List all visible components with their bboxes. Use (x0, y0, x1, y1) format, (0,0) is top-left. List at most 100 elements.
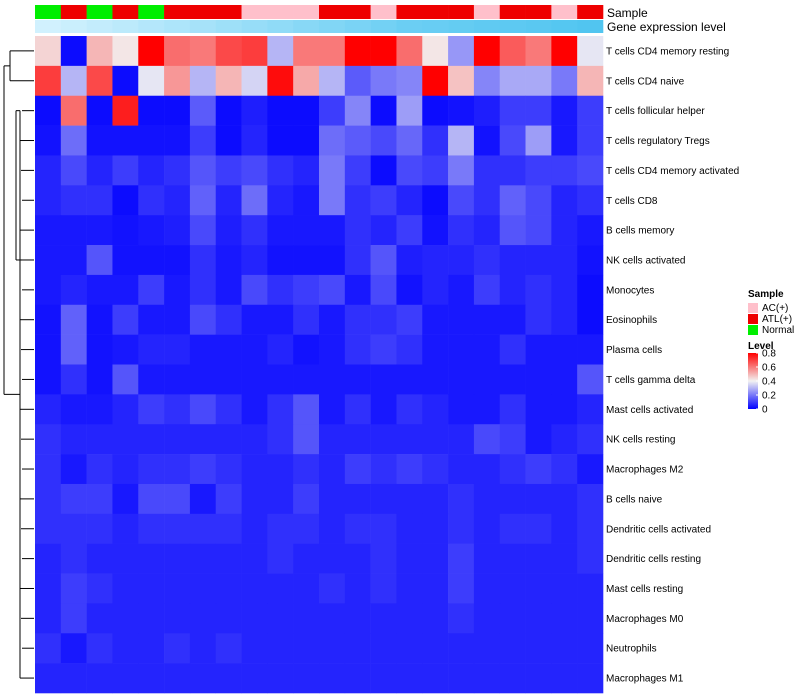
heatmap-cell (499, 513, 526, 544)
heatmap-cell (551, 633, 578, 664)
heatmap-cell (86, 215, 113, 246)
expression-annotation-cell (319, 20, 346, 33)
heatmap-cell (577, 36, 604, 67)
heatmap-cell (473, 573, 501, 604)
heatmap-cell (319, 454, 346, 485)
expression-annotation-cell (215, 20, 242, 33)
heatmap-cell (138, 95, 165, 126)
heatmap-cell (499, 543, 526, 574)
heatmap-cell (112, 304, 139, 335)
heatmap-cell (215, 543, 242, 574)
heatmap-cell (448, 65, 475, 97)
heatmap-cell (86, 454, 113, 485)
heatmap-cell (525, 603, 552, 634)
heatmap-cell (396, 633, 423, 664)
heatmap-cell (422, 543, 449, 574)
heatmap-cell (189, 245, 217, 276)
row-label: NK cells activated (606, 255, 685, 266)
heatmap-cell (473, 36, 501, 67)
heatmap-cell (344, 573, 371, 604)
heatmap-cell (396, 125, 423, 156)
heatmap-cell (35, 274, 62, 306)
heatmap-cell (499, 36, 526, 67)
heatmap-cell (267, 36, 294, 67)
heatmap-cell (577, 274, 604, 306)
heatmap-cell (525, 304, 552, 335)
heatmap-cell (35, 513, 62, 544)
heatmap-cell (164, 513, 191, 544)
heatmap-cell (112, 454, 139, 485)
heatmap-cell (525, 65, 552, 97)
heatmap-cell (319, 274, 346, 306)
expression-annotation-cell (396, 20, 423, 33)
heatmap-cell (189, 36, 217, 67)
heatmap-cell (293, 543, 320, 574)
heatmap-cell (241, 245, 268, 276)
heatmap-cell (112, 573, 139, 604)
heatmap-cell (551, 603, 578, 634)
heatmap-cell (396, 245, 423, 276)
heatmap-cell (35, 155, 62, 186)
heatmap-cell (319, 424, 346, 455)
expression-annotation-cell (448, 20, 475, 33)
heatmap-cell (267, 95, 294, 126)
row-labels: T cells CD4 memory resting T cells CD4 na… (606, 46, 739, 684)
heatmap-cell (473, 394, 501, 425)
heatmap-cell (370, 95, 397, 126)
row-label: Mast cells resting (606, 584, 683, 595)
heatmap-cell (164, 125, 191, 156)
heatmap-cell (267, 573, 294, 604)
heatmap-cell (422, 185, 449, 216)
heatmap-cell (422, 245, 449, 276)
heatmap-cell (448, 215, 475, 246)
heatmap-cell (370, 364, 397, 395)
heatmap-cell (577, 543, 604, 574)
heatmap-cell (525, 513, 552, 544)
heatmap-cell (164, 573, 191, 604)
heatmap-cell (525, 274, 552, 306)
heatmap-cell (499, 215, 526, 246)
heatmap-cell (422, 65, 449, 97)
heatmap-cell (189, 543, 217, 574)
heatmap-cell (164, 603, 191, 634)
expression-annotation-cell (422, 20, 449, 33)
heatmap-cell (525, 394, 552, 425)
heatmap-cell (241, 603, 268, 634)
heatmap-cell (164, 543, 191, 574)
heatmap-cell (215, 274, 242, 306)
sample-annotation-cell (241, 5, 268, 19)
heatmap-cell (112, 274, 139, 306)
heatmap-cell (422, 394, 449, 425)
heatmap-cell (396, 543, 423, 574)
heatmap-cell (344, 215, 371, 246)
heatmap-cell (551, 334, 578, 365)
heatmap-cell (267, 245, 294, 276)
heatmap-cell (60, 394, 87, 425)
heatmap-cell (86, 155, 113, 186)
heatmap-cell (396, 185, 423, 216)
heatmap-cell (344, 424, 371, 455)
legend-sample-entries: AC(+)ATL(+)Normal (748, 303, 794, 336)
heatmap-cell (164, 185, 191, 216)
heatmap-cell (422, 334, 449, 365)
heatmap-cell (473, 603, 501, 634)
heatmap-cell (525, 543, 552, 574)
heatmap-cell (164, 65, 191, 97)
expression-annotation-cell (86, 20, 113, 33)
heatmap-cell (319, 633, 346, 664)
heatmap-cell (448, 454, 475, 485)
heatmap-cell (215, 573, 242, 604)
heatmap-cell (370, 274, 397, 306)
expression-annotation-cell (241, 20, 268, 33)
heatmap-cell (499, 663, 526, 694)
heatmap-cell (189, 573, 217, 604)
heatmap-cell (241, 424, 268, 455)
heatmap-cell (189, 603, 217, 634)
heatmap-cell (112, 663, 139, 694)
heatmap-cell (164, 36, 191, 67)
heatmap-cell (577, 95, 604, 126)
heatmap-cell (448, 513, 475, 544)
heatmap-cell (293, 125, 320, 156)
heatmap-cell (551, 394, 578, 425)
heatmap-cell (499, 603, 526, 634)
